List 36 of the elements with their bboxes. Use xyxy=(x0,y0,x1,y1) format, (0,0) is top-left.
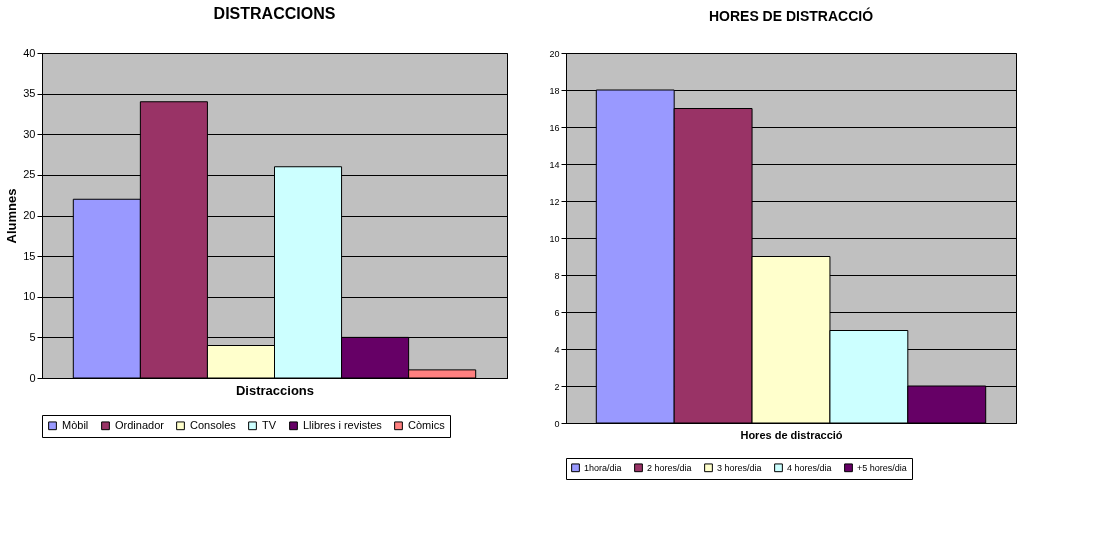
y-tick-label: 15 xyxy=(23,249,36,262)
y-tick-label: 10 xyxy=(549,233,560,244)
y-tick-label: 35 xyxy=(23,87,36,100)
legend-label: TV xyxy=(262,418,277,431)
legend-label: 1hora/dia xyxy=(584,462,622,473)
legend-label: +5 hores/dia xyxy=(857,462,907,473)
legend-label: Còmics xyxy=(408,418,446,431)
y-tick-label: 10 xyxy=(23,290,36,303)
y-tick-label: 14 xyxy=(549,159,560,170)
y-tick-label: 5 xyxy=(29,330,36,343)
y-tick-label: 16 xyxy=(549,122,560,133)
chart-title: DISTRACCIONS xyxy=(213,5,336,22)
y-tick-label: 12 xyxy=(549,196,560,207)
x-axis-title: Hores de distracció xyxy=(740,428,843,441)
legend-label: 2 hores/dia xyxy=(647,462,692,473)
chart-title: HORES DE DISTRACCIÓ xyxy=(708,7,874,24)
legend-label: 3 hores/dia xyxy=(717,462,762,473)
legend-label: Consoles xyxy=(190,418,237,431)
legend-label: 4 hores/dia xyxy=(787,462,832,473)
y-tick-label: 6 xyxy=(554,307,560,318)
y-tick-label: 25 xyxy=(23,168,36,181)
y-tick-label: 0 xyxy=(554,418,560,429)
y-axis-title: Alumnes xyxy=(4,188,20,244)
legend-label: Ordinador xyxy=(115,418,165,431)
y-tick-label: 0 xyxy=(29,371,36,384)
legend-label: Mòbil xyxy=(62,418,89,431)
y-tick-label: 18 xyxy=(549,85,560,96)
y-tick-label: 20 xyxy=(549,48,560,59)
y-tick-label: 8 xyxy=(554,270,560,281)
y-tick-label: 2 xyxy=(554,381,560,392)
y-tick-label: 4 xyxy=(554,344,560,355)
y-tick-label: 30 xyxy=(23,127,36,140)
y-tick-label: 20 xyxy=(23,209,36,221)
y-tick-label: 40 xyxy=(23,46,36,59)
x-axis-title: Distraccions xyxy=(235,382,315,398)
legend-label: Llibres i revistes xyxy=(303,418,383,431)
